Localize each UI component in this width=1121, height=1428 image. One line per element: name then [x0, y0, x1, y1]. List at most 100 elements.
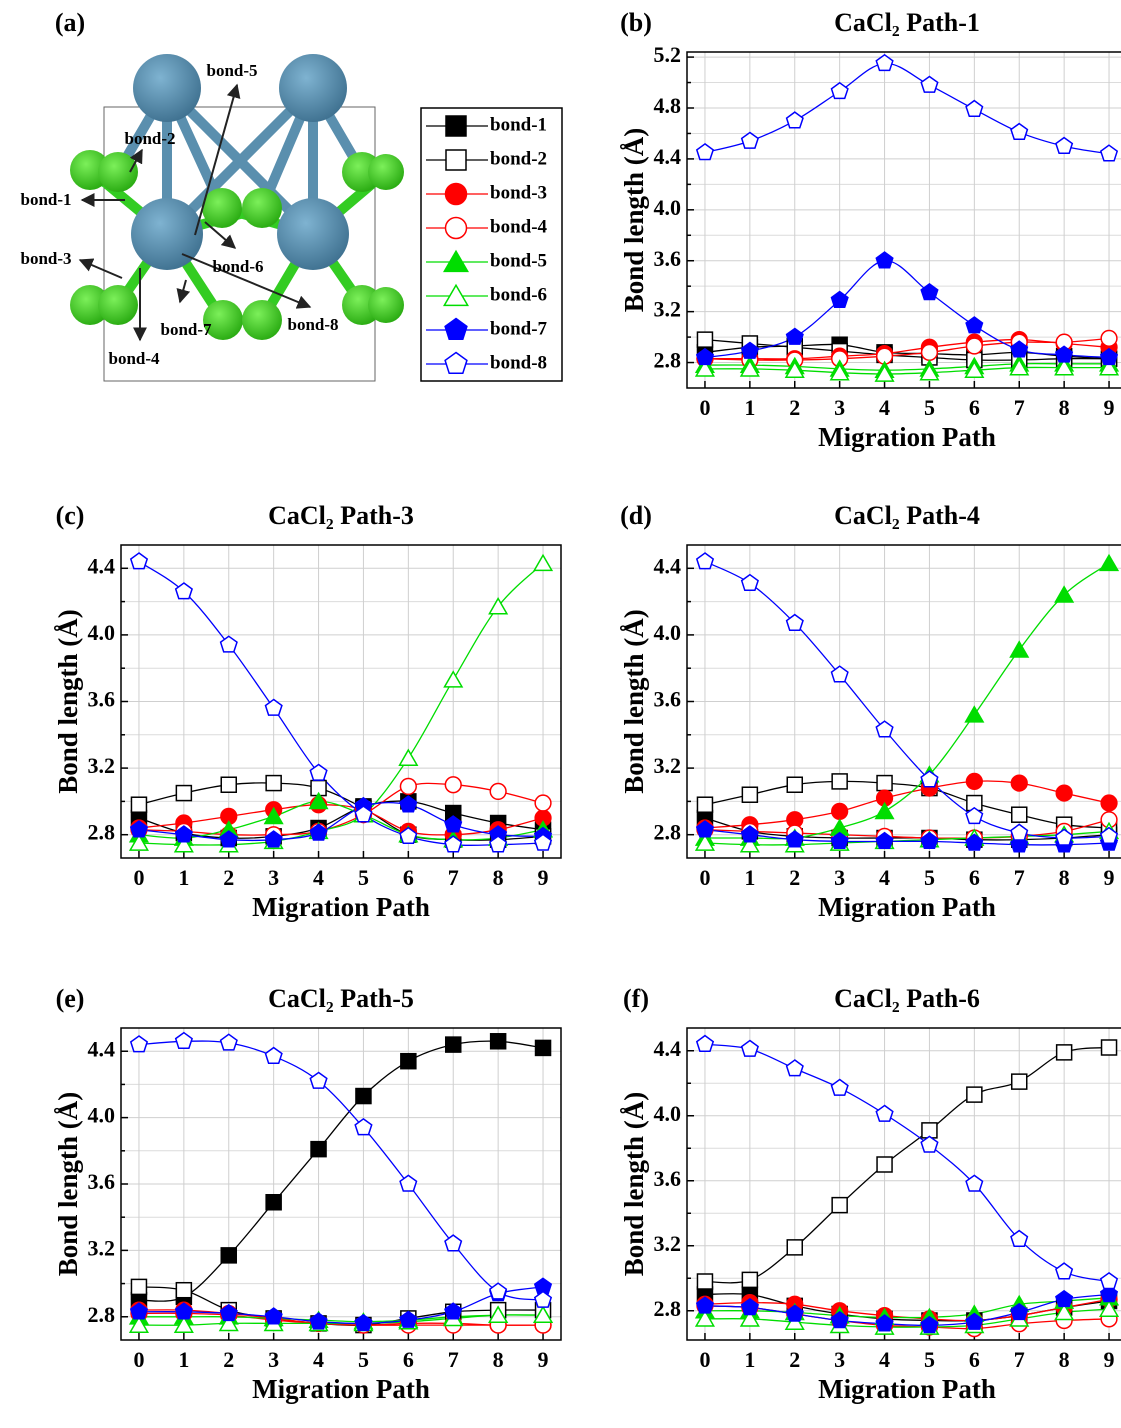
series-line — [138, 561, 544, 847]
marker — [444, 182, 468, 206]
marker — [218, 1313, 239, 1332]
marker — [739, 359, 760, 377]
marker — [1010, 774, 1028, 792]
marker — [444, 1234, 463, 1252]
marker — [830, 81, 849, 100]
marker — [920, 343, 939, 361]
ca-atoms — [131, 54, 349, 270]
marker — [875, 251, 894, 269]
marker — [1010, 122, 1029, 140]
marker — [1055, 1262, 1074, 1280]
marker — [965, 1312, 984, 1330]
x-tick-label: 4 — [879, 865, 890, 890]
x-tick-label: 7 — [1014, 865, 1025, 890]
y-tick-label: 4.4 — [654, 553, 682, 578]
marker — [1100, 794, 1118, 812]
chart-title: CaCl₂ Path-4 — [834, 501, 980, 530]
y-tick-label: 2.8 — [654, 1296, 682, 1321]
marker — [876, 774, 893, 792]
y-tick-label: 4.8 — [654, 93, 682, 118]
x-tick-label: 1 — [178, 865, 189, 890]
legend-label: bond-2 — [490, 148, 547, 169]
x-tick-label: 9 — [538, 865, 549, 890]
panel-label: (a) — [55, 8, 85, 37]
y-tick-label: 4.4 — [654, 144, 682, 169]
marker — [400, 1052, 417, 1070]
marker — [694, 833, 715, 851]
marker — [786, 1239, 804, 1256]
marker — [740, 1297, 759, 1316]
marker — [264, 1046, 283, 1064]
series-line — [704, 366, 1109, 375]
plot-frame — [686, 544, 1121, 859]
marker — [920, 1315, 939, 1334]
chart-title: CaCl₂ Path-5 — [268, 984, 414, 1013]
marker — [875, 1104, 894, 1122]
marker — [533, 553, 554, 572]
marker — [920, 75, 939, 93]
marker — [174, 582, 193, 600]
marker — [695, 552, 715, 570]
marker — [966, 1086, 983, 1103]
x-tick-label: 4 — [879, 1347, 890, 1372]
marker — [1099, 1299, 1120, 1317]
marker — [220, 1247, 238, 1264]
x-tick-label: 6 — [403, 865, 414, 890]
series-line — [705, 562, 1110, 840]
y-tick-label: 4.4 — [654, 1036, 682, 1061]
x-tick-label: 4 — [879, 395, 890, 420]
marker — [1099, 347, 1119, 366]
series-line — [138, 782, 544, 836]
marker — [965, 772, 983, 791]
x-axis-title: Migration Path — [818, 422, 996, 452]
y-tick-label: 3.2 — [654, 753, 682, 778]
marker — [829, 363, 850, 381]
x-tick-label: 0 — [133, 1347, 144, 1372]
marker — [1054, 1302, 1075, 1321]
plot-frame — [686, 51, 1121, 389]
marker — [1010, 1073, 1028, 1090]
marker — [130, 1278, 148, 1296]
marker — [785, 830, 804, 848]
series-line — [138, 1314, 544, 1323]
marker — [694, 359, 715, 377]
marker — [264, 1307, 283, 1325]
marker — [739, 1309, 760, 1327]
marker — [219, 830, 238, 848]
panel-label: (d) — [620, 501, 652, 530]
marker — [920, 282, 939, 301]
marker — [219, 1303, 238, 1322]
x-tick-label: 6 — [969, 1347, 980, 1372]
marker — [219, 635, 238, 653]
x-tick-label: 6 — [969, 865, 980, 890]
y-tick-label: 3.6 — [88, 687, 116, 712]
plot-frame — [120, 1027, 562, 1341]
marker — [740, 573, 759, 592]
series-line — [704, 1046, 1110, 1284]
legend-label: bond-1 — [490, 114, 547, 135]
x-tick-label: 9 — [1104, 395, 1115, 420]
x-tick-label: 9 — [1104, 865, 1115, 890]
marker — [785, 1059, 804, 1077]
series-line — [138, 800, 544, 841]
x-tick-label: 2 — [789, 395, 800, 420]
y-tick-label: 5.2 — [654, 42, 682, 67]
marker — [1010, 1302, 1029, 1321]
x-tick-label: 5 — [358, 865, 369, 890]
marker — [830, 665, 849, 683]
marker — [965, 99, 984, 118]
marker — [444, 815, 463, 833]
y-tick-label: 4.0 — [88, 1103, 116, 1128]
marker — [220, 776, 238, 793]
marker — [442, 249, 470, 273]
marker — [740, 341, 759, 359]
marker — [786, 776, 804, 793]
x-axis-title: Migration Path — [252, 1374, 430, 1404]
marker — [129, 820, 149, 838]
marker — [785, 111, 804, 129]
marker — [1010, 1229, 1029, 1247]
series-line — [704, 1043, 1110, 1283]
marker — [1054, 357, 1075, 376]
marker — [445, 115, 467, 137]
marker — [399, 795, 418, 813]
